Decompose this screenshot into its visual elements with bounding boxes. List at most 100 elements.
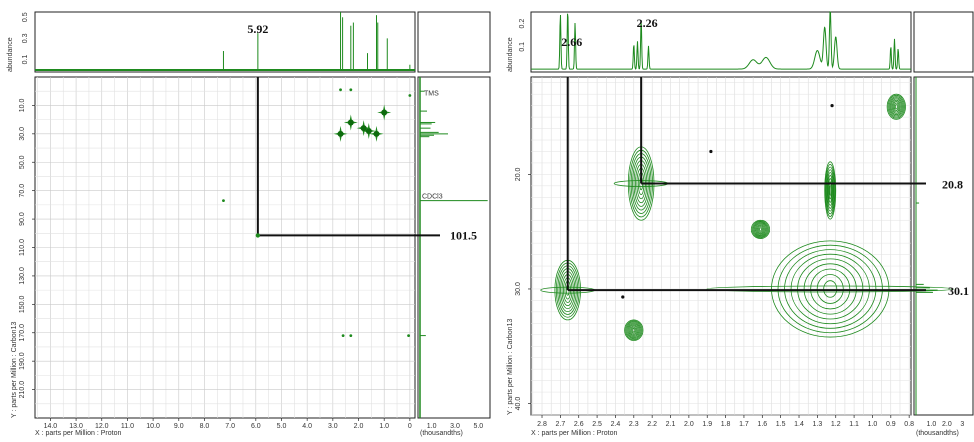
left-y-tick-label: 190.0 — [19, 352, 26, 370]
right-x-tick-label: 2.1 — [666, 421, 676, 428]
left-x-tick-label: 12.0 — [95, 423, 109, 430]
right-noise-dot — [621, 295, 625, 299]
left-cross-peak-core — [347, 119, 354, 126]
left-x-tick-label: 1.0 — [379, 423, 389, 430]
right-contour-ring — [632, 328, 636, 333]
right-contour-ring — [753, 222, 767, 237]
right-contour-ring — [790, 253, 870, 325]
right-contour-ring — [628, 323, 640, 338]
left-label-carbon-shift: 101.5 — [450, 228, 477, 242]
right-x-tick-label: 2.0 — [684, 421, 694, 428]
right-contour-ring — [758, 226, 763, 233]
left-cross-peak — [408, 94, 412, 97]
right-x-tick-label: 1.8 — [721, 421, 731, 428]
right-x-tick-label: 2.2 — [647, 421, 657, 428]
right-contour-ring — [771, 240, 890, 338]
right-label-proton-b: 2.26 — [637, 16, 658, 30]
right-contour-ring — [784, 249, 877, 329]
right-contour-ring — [627, 322, 641, 339]
left-top-tick-label: 0.5 — [22, 12, 29, 22]
right-contour-ring — [827, 175, 834, 206]
left-x-tick-label: 13.0 — [69, 423, 83, 430]
right-x-tick-label: 1.0 — [868, 421, 878, 428]
right-contour-ring — [777, 244, 883, 334]
right-top-tick-label: 0.2 — [519, 19, 526, 29]
right-label-carbon-a: 20.8 — [942, 178, 963, 192]
right-y-tick-label: 30.0 — [515, 282, 522, 296]
right-contour-ring — [829, 185, 832, 196]
right-contour-ring — [797, 258, 864, 320]
right-x-tick-label: 1.2 — [831, 421, 841, 428]
left-x-tick-label: 7.0 — [225, 423, 235, 430]
right-x-tick-label: 1.3 — [813, 421, 823, 428]
right-side-tick-label: 2.0 — [942, 421, 952, 428]
left-cross-peak — [349, 88, 353, 92]
right-spectrum: 2.8 2.7 2.6 2.5 2.4 2.3 2.2 2.1 2.0 1.9 1.8 1.7 1.6 1… — [507, 11, 974, 437]
right-contour-ring — [631, 326, 637, 334]
right-x-tick-label: 1.4 — [794, 421, 804, 428]
right-proton-projection — [531, 11, 911, 70]
left-x-tick-label: 5.0 — [277, 423, 287, 430]
right-x-axis-label: X : parts per Million : Proton — [531, 430, 617, 437]
right-contour-ring — [625, 320, 643, 340]
right-x-tick-label: 2.6 — [574, 421, 584, 428]
right-contour-ring — [889, 97, 903, 117]
left-label-proton-shift: 5.92 — [247, 22, 268, 36]
left-label-tms: TMS — [424, 90, 439, 97]
right-side-axis-label: (thousandths) — [916, 430, 959, 437]
right-top-axis-label: abundance — [507, 37, 514, 72]
left-y-tick-label: 70.0 — [19, 184, 26, 198]
right-plot-frame — [530, 76, 912, 416]
left-corner-box — [417, 11, 491, 73]
left-cross-peak — [341, 334, 345, 337]
left-cross-peak — [407, 334, 410, 337]
right-x-tick-label: 1.9 — [702, 421, 712, 428]
left-y-tick-label: 10.0 — [19, 98, 26, 112]
right-top-tick-label: 0.1 — [519, 42, 526, 52]
right-contour-ring — [891, 99, 901, 114]
right-x-tick-label: 2.8 — [537, 421, 547, 428]
right-y-axis-label: Y : parts per Million : Carbon13 — [507, 319, 514, 415]
right-y-tick-label: 40.0 — [515, 397, 522, 411]
left-spectrum: 14.0 13.0 12.0 11.0 10.0 9.0 8.0 7.0 6.0 5.0 4.0 3.… — [7, 11, 491, 437]
left-cross-peak — [222, 199, 225, 203]
right-label-proton-a: 2.66 — [561, 35, 582, 49]
left-anomeric-peak — [255, 233, 261, 238]
right-contour-ring — [826, 172, 834, 209]
left-side-axis-label: (thousandths) — [420, 430, 463, 437]
right-top-projection-frame — [530, 11, 912, 73]
right-contour-ring — [886, 93, 906, 120]
left-top-axis-label: abundance — [7, 37, 14, 72]
left-label-solvent: CDCl3 — [422, 194, 443, 201]
right-contour-ring — [824, 163, 836, 217]
right-contour-ring — [759, 227, 762, 232]
left-x-tick-label: 14.0 — [44, 423, 58, 430]
right-x-tick-label: 1.6 — [757, 421, 767, 428]
left-side-tick-label: 3.0 — [450, 423, 460, 430]
right-contour-streak — [706, 285, 954, 293]
right-contour-ring — [824, 161, 837, 220]
right-side-projection-frame — [913, 76, 974, 416]
right-contour-ring — [890, 98, 902, 116]
left-cross-peak-core — [337, 130, 344, 137]
left-y-tick-label: 150.0 — [19, 295, 26, 313]
left-y-tick-label: 210.0 — [19, 381, 26, 399]
right-contour-ring — [887, 94, 905, 119]
left-y-tick-label: 170.0 — [19, 324, 26, 342]
left-side-tick-label: 1.0 — [427, 423, 437, 430]
right-x-tick-label: 2.5 — [592, 421, 602, 428]
right-contour-ring — [892, 101, 900, 113]
right-contour-ring — [757, 225, 764, 234]
left-top-tick-label: 0.3 — [22, 33, 29, 43]
left-x-tick-label: 2.0 — [354, 423, 364, 430]
right-contour-ring — [752, 221, 769, 238]
left-x-tick-label: 9.0 — [174, 423, 184, 430]
right-x-tick-label: 1.1 — [849, 421, 859, 428]
right-x-tick-label: 1.7 — [739, 421, 749, 428]
right-label-carbon-b: 30.1 — [948, 284, 969, 298]
right-contour-ring — [754, 223, 766, 236]
right-side-tick-label: 1.0 — [927, 421, 937, 428]
right-contour-ring — [810, 268, 851, 310]
right-contour-ring — [630, 325, 638, 335]
